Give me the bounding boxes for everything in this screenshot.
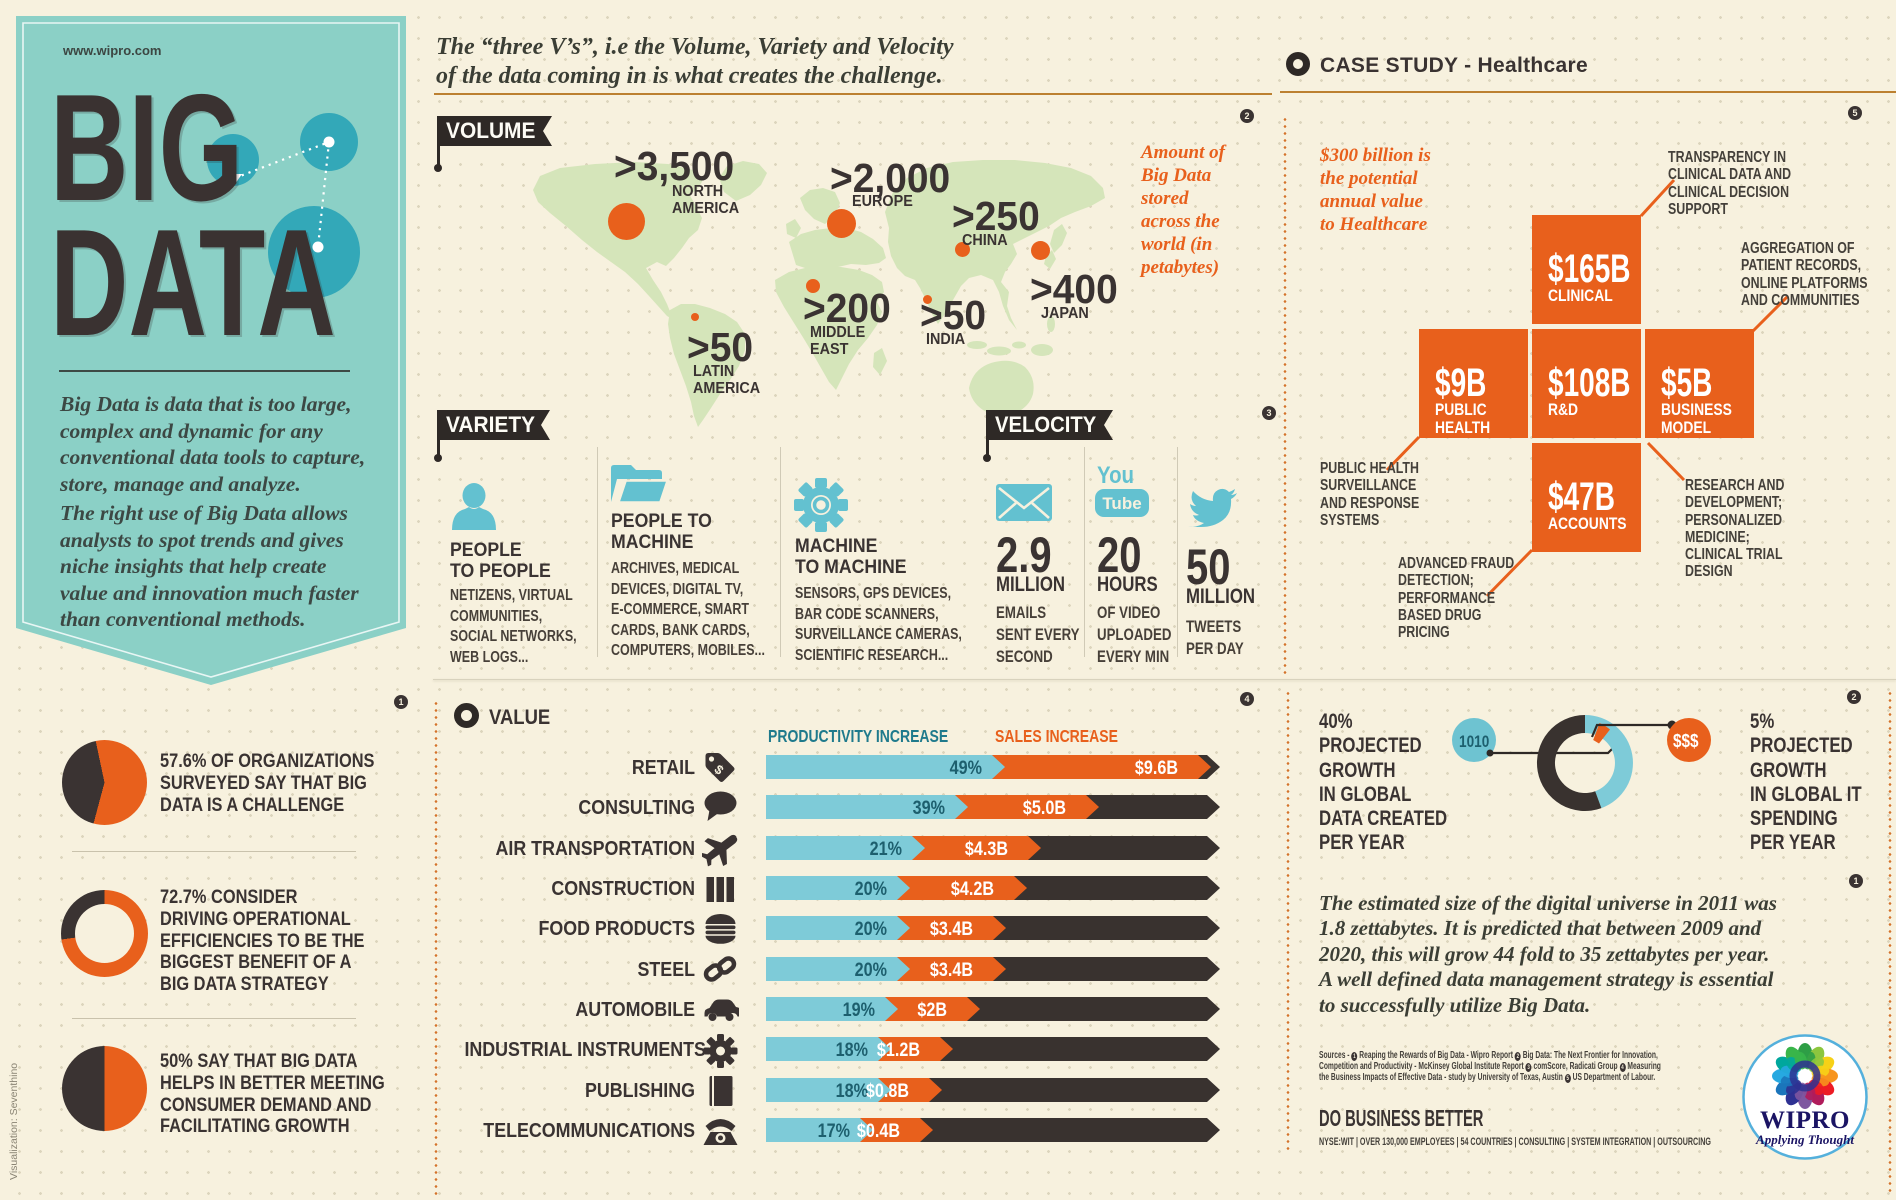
svg-text:Tube: Tube [1102,494,1141,513]
svg-text:Applying Thought: Applying Thought [1755,1132,1854,1147]
svg-text:WIPRO: WIPRO [1760,1107,1850,1134]
